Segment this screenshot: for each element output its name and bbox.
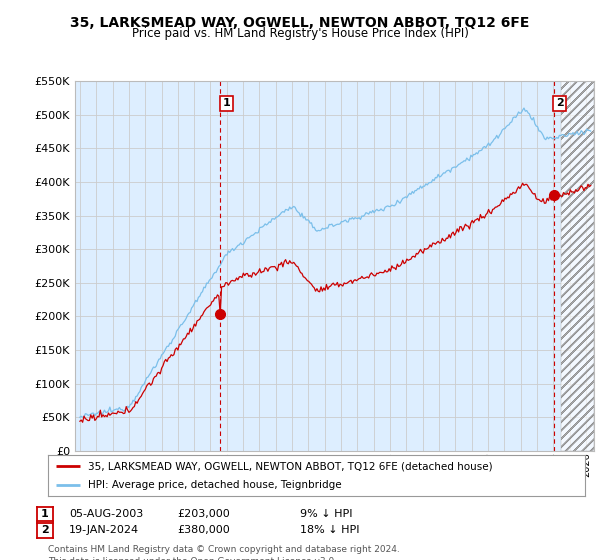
- Text: HPI: Average price, detached house, Teignbridge: HPI: Average price, detached house, Teig…: [88, 480, 342, 489]
- Bar: [562, 81, 594, 451]
- Text: 35, LARKSMEAD WAY, OGWELL, NEWTON ABBOT, TQ12 6FE (detached house): 35, LARKSMEAD WAY, OGWELL, NEWTON ABBOT,…: [88, 461, 493, 471]
- Text: 18% ↓ HPI: 18% ↓ HPI: [300, 525, 359, 535]
- Text: £380,000: £380,000: [177, 525, 230, 535]
- Text: 9% ↓ HPI: 9% ↓ HPI: [300, 509, 353, 519]
- Text: Contains HM Land Registry data © Crown copyright and database right 2024.
This d: Contains HM Land Registry data © Crown c…: [48, 545, 400, 560]
- Text: 1: 1: [41, 509, 49, 519]
- Text: 2: 2: [556, 99, 563, 109]
- Text: 05-AUG-2003: 05-AUG-2003: [69, 509, 143, 519]
- Text: £203,000: £203,000: [177, 509, 230, 519]
- Text: Price paid vs. HM Land Registry's House Price Index (HPI): Price paid vs. HM Land Registry's House …: [131, 27, 469, 40]
- Text: 35, LARKSMEAD WAY, OGWELL, NEWTON ABBOT, TQ12 6FE: 35, LARKSMEAD WAY, OGWELL, NEWTON ABBOT,…: [70, 16, 530, 30]
- Text: 19-JAN-2024: 19-JAN-2024: [69, 525, 139, 535]
- Text: 2: 2: [41, 525, 49, 535]
- Text: 1: 1: [223, 99, 230, 109]
